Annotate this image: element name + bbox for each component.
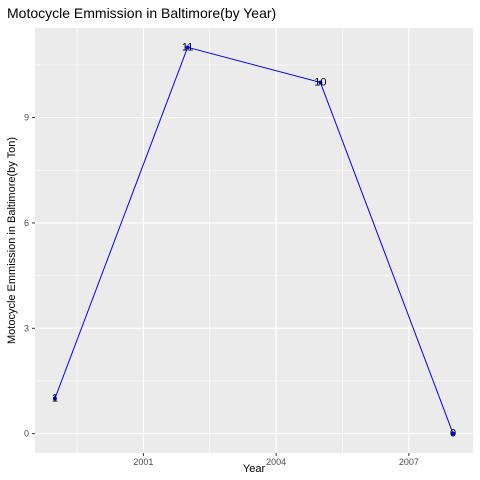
- grid-major: [35, 28, 473, 453]
- x-axis-ticks: 2001 2004 2007: [133, 453, 419, 467]
- data-point: [451, 431, 456, 436]
- data-point: [318, 80, 323, 85]
- points-layer: [52, 45, 456, 436]
- data-label: 1: [52, 393, 58, 405]
- y-axis-ticks: 0 3 6 9: [24, 113, 35, 439]
- y-tick-label: 6: [24, 218, 29, 228]
- data-point: [185, 45, 190, 50]
- x-tick-label: 2004: [266, 457, 286, 467]
- data-label: 0: [450, 428, 456, 440]
- y-tick-label: 0: [24, 429, 29, 439]
- x-tick-label: 2001: [133, 457, 153, 467]
- y-axis-title: Motocycle Emmission in Baltimore(by Ton): [6, 137, 18, 344]
- data-point: [52, 396, 57, 401]
- x-axis-title: Year: [243, 463, 266, 475]
- data-label: 11: [182, 41, 193, 53]
- data-label: 10: [314, 76, 326, 88]
- chart-title: Motocycle Emmission in Baltimore(by Year…: [7, 5, 276, 21]
- grid-minor: [35, 28, 473, 453]
- y-tick-label: 3: [24, 323, 29, 333]
- series-line: [54, 46, 454, 434]
- y-tick-label: 9: [24, 113, 29, 123]
- x-tick-label: 2007: [399, 457, 419, 467]
- series-layer: [54, 46, 454, 434]
- plot-panel: [35, 28, 473, 453]
